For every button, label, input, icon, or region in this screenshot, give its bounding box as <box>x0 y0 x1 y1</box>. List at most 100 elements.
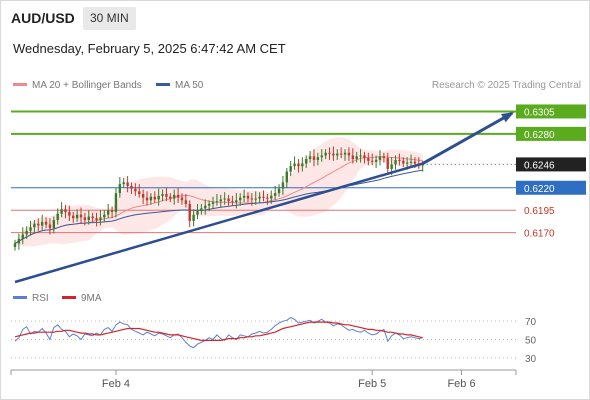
candle-body <box>320 155 323 158</box>
candle-body <box>316 157 320 160</box>
candle-body <box>413 161 417 164</box>
level-tag-0.6305 <box>516 104 586 119</box>
level-label-0.6280: 0.6280 <box>524 130 555 141</box>
rsi-tick-70: 70 <box>525 317 537 328</box>
projection-arrow-shaft <box>421 111 513 165</box>
candle-body <box>386 158 389 169</box>
candle-body <box>204 205 207 209</box>
candle-body <box>60 209 63 214</box>
projection-arrow-head <box>501 112 514 123</box>
ma20-swatch <box>13 82 27 86</box>
legend-9ma: 9MA <box>62 293 102 304</box>
candle-body <box>355 156 358 160</box>
candle-body <box>149 196 153 201</box>
candle-body <box>215 201 219 203</box>
level-tag-0.6220 <box>516 180 586 195</box>
candle-body <box>238 197 242 201</box>
rsi-tick-30: 30 <box>525 354 537 365</box>
level-label-0.6170: 0.6170 <box>524 229 555 240</box>
ma9-swatch <box>62 295 76 299</box>
legend-ma50-label: MA 50 <box>175 80 204 91</box>
candle-body <box>273 193 277 196</box>
current-price-tag <box>516 157 586 172</box>
candle-body <box>254 198 257 200</box>
candle-body <box>118 184 122 194</box>
trend-line <box>14 162 424 284</box>
candle-body <box>390 164 393 169</box>
legend-ma20-label: MA 20 + Bollinger Bands <box>32 80 142 91</box>
candle-body <box>297 163 300 167</box>
level-label-0.6305: 0.6305 <box>524 107 555 118</box>
candle-body <box>339 153 343 155</box>
candle-body <box>153 196 156 200</box>
candle-body <box>382 156 386 159</box>
candle-body <box>29 227 32 231</box>
symbol-label: AUD/USD <box>11 10 75 26</box>
candle-body <box>258 196 261 199</box>
candle-body <box>351 155 355 160</box>
candle-body <box>378 156 382 160</box>
candle-body <box>106 210 110 215</box>
level-label-0.6195: 0.6195 <box>524 206 555 217</box>
candle-body <box>281 182 285 189</box>
x-tick-label-Feb 5: Feb 5 <box>358 378 386 390</box>
candle-body <box>398 159 401 161</box>
candle-body <box>17 238 21 244</box>
candle-body <box>219 199 222 202</box>
candle-body <box>95 218 98 221</box>
candle-body <box>196 211 199 215</box>
candle-body <box>44 221 48 225</box>
x-tick-label-Feb 4: Feb 4 <box>102 378 130 390</box>
candle-body <box>374 159 378 162</box>
candle-body <box>223 198 226 200</box>
candle-body <box>165 194 168 197</box>
candle-body <box>312 156 316 160</box>
candle-body <box>83 217 87 221</box>
candle-body <box>138 191 141 195</box>
candle-body <box>308 156 312 160</box>
candle-body <box>134 188 137 192</box>
candle-body <box>48 224 52 229</box>
candle-body <box>332 153 335 156</box>
candle-body <box>207 203 211 206</box>
candle-body <box>336 153 339 156</box>
legend-rsi-label: RSI <box>32 293 49 304</box>
candle-body <box>343 152 347 155</box>
candle-body <box>114 193 118 212</box>
candle-body <box>305 159 308 164</box>
candle-body <box>235 200 238 203</box>
candle-body <box>293 163 296 167</box>
candle-body <box>126 182 129 186</box>
rsi-ma-line <box>14 321 423 341</box>
candle-body <box>211 202 215 204</box>
candle-body <box>130 185 133 189</box>
level-tag-0.6280 <box>516 126 586 141</box>
candle-body <box>246 195 250 199</box>
candle-body <box>176 194 180 198</box>
candle-body <box>56 213 59 221</box>
legend-ma20: MA 20 + Bollinger Bands <box>13 80 142 91</box>
candle-body <box>13 243 17 247</box>
candle-body <box>359 155 362 157</box>
rsi-tick-50: 50 <box>525 336 537 347</box>
candle-body <box>99 217 102 221</box>
candle-body <box>262 196 265 198</box>
candle-body <box>192 214 195 221</box>
candle-body <box>367 158 370 161</box>
candle-body <box>394 159 397 165</box>
timeframe-button[interactable]: 30 MIN <box>83 7 136 30</box>
current-price-label: 0.6246 <box>524 160 555 171</box>
bollinger-band <box>15 137 423 247</box>
candle-body <box>270 195 273 199</box>
candle-body <box>180 197 184 201</box>
candle-body <box>169 196 172 199</box>
candle-body <box>405 162 409 164</box>
candle-body <box>37 223 40 226</box>
candle-body <box>328 152 331 154</box>
candle-body <box>301 163 304 167</box>
candle-body <box>91 216 94 219</box>
candle-body <box>188 203 191 221</box>
candle-body <box>52 220 56 229</box>
candle-body <box>250 198 254 200</box>
candle-body <box>72 215 75 219</box>
